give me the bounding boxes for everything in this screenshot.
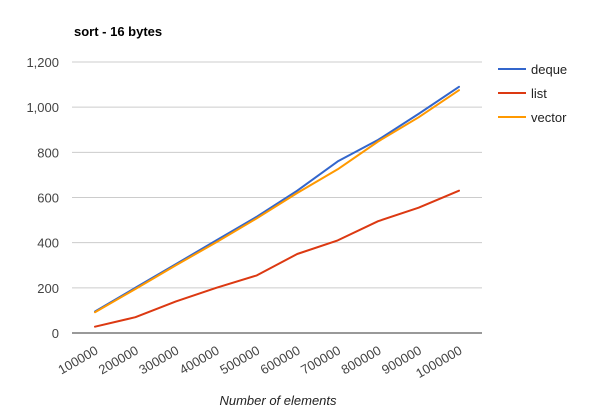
x-tick-label: 500000 (217, 343, 262, 378)
x-axis-label: Number of elements (219, 393, 337, 408)
x-tick-label: 100000 (55, 343, 100, 378)
y-tick-label: 200 (37, 281, 59, 296)
x-axis-ticks: 1000002000003000004000005000006000007000… (55, 343, 464, 381)
y-tick-label: 400 (37, 236, 59, 251)
y-tick-label: 1,000 (26, 100, 59, 115)
x-tick-label: 700000 (298, 343, 343, 378)
series (94, 85, 460, 328)
y-tick-label: 800 (37, 145, 59, 160)
series-line-vector (94, 89, 460, 314)
y-axis-ticks: 0 200 400 600 800 1,000 1,200 (26, 55, 59, 341)
legend-label-list: list (531, 86, 547, 101)
x-tick-label: 800000 (339, 343, 384, 378)
series-line-list (94, 189, 460, 328)
chart-title: sort - 16 bytes (74, 24, 162, 39)
y-tick-label: 1,200 (26, 55, 59, 70)
legend-label-deque: deque (531, 62, 567, 77)
x-tick-label: 400000 (177, 343, 222, 378)
y-tick-label: 600 (37, 191, 59, 206)
x-tick-label: 1000000 (413, 343, 464, 381)
series-line-deque (94, 85, 460, 313)
legend-label-vector: vector (531, 110, 567, 125)
x-tick-label: 600000 (258, 343, 303, 378)
x-tick-label: 300000 (136, 343, 181, 378)
y-tick-label: 0 (52, 326, 59, 341)
grid (72, 61, 482, 289)
x-tick-label: 200000 (96, 343, 141, 378)
legend: deque list vector (498, 62, 567, 125)
